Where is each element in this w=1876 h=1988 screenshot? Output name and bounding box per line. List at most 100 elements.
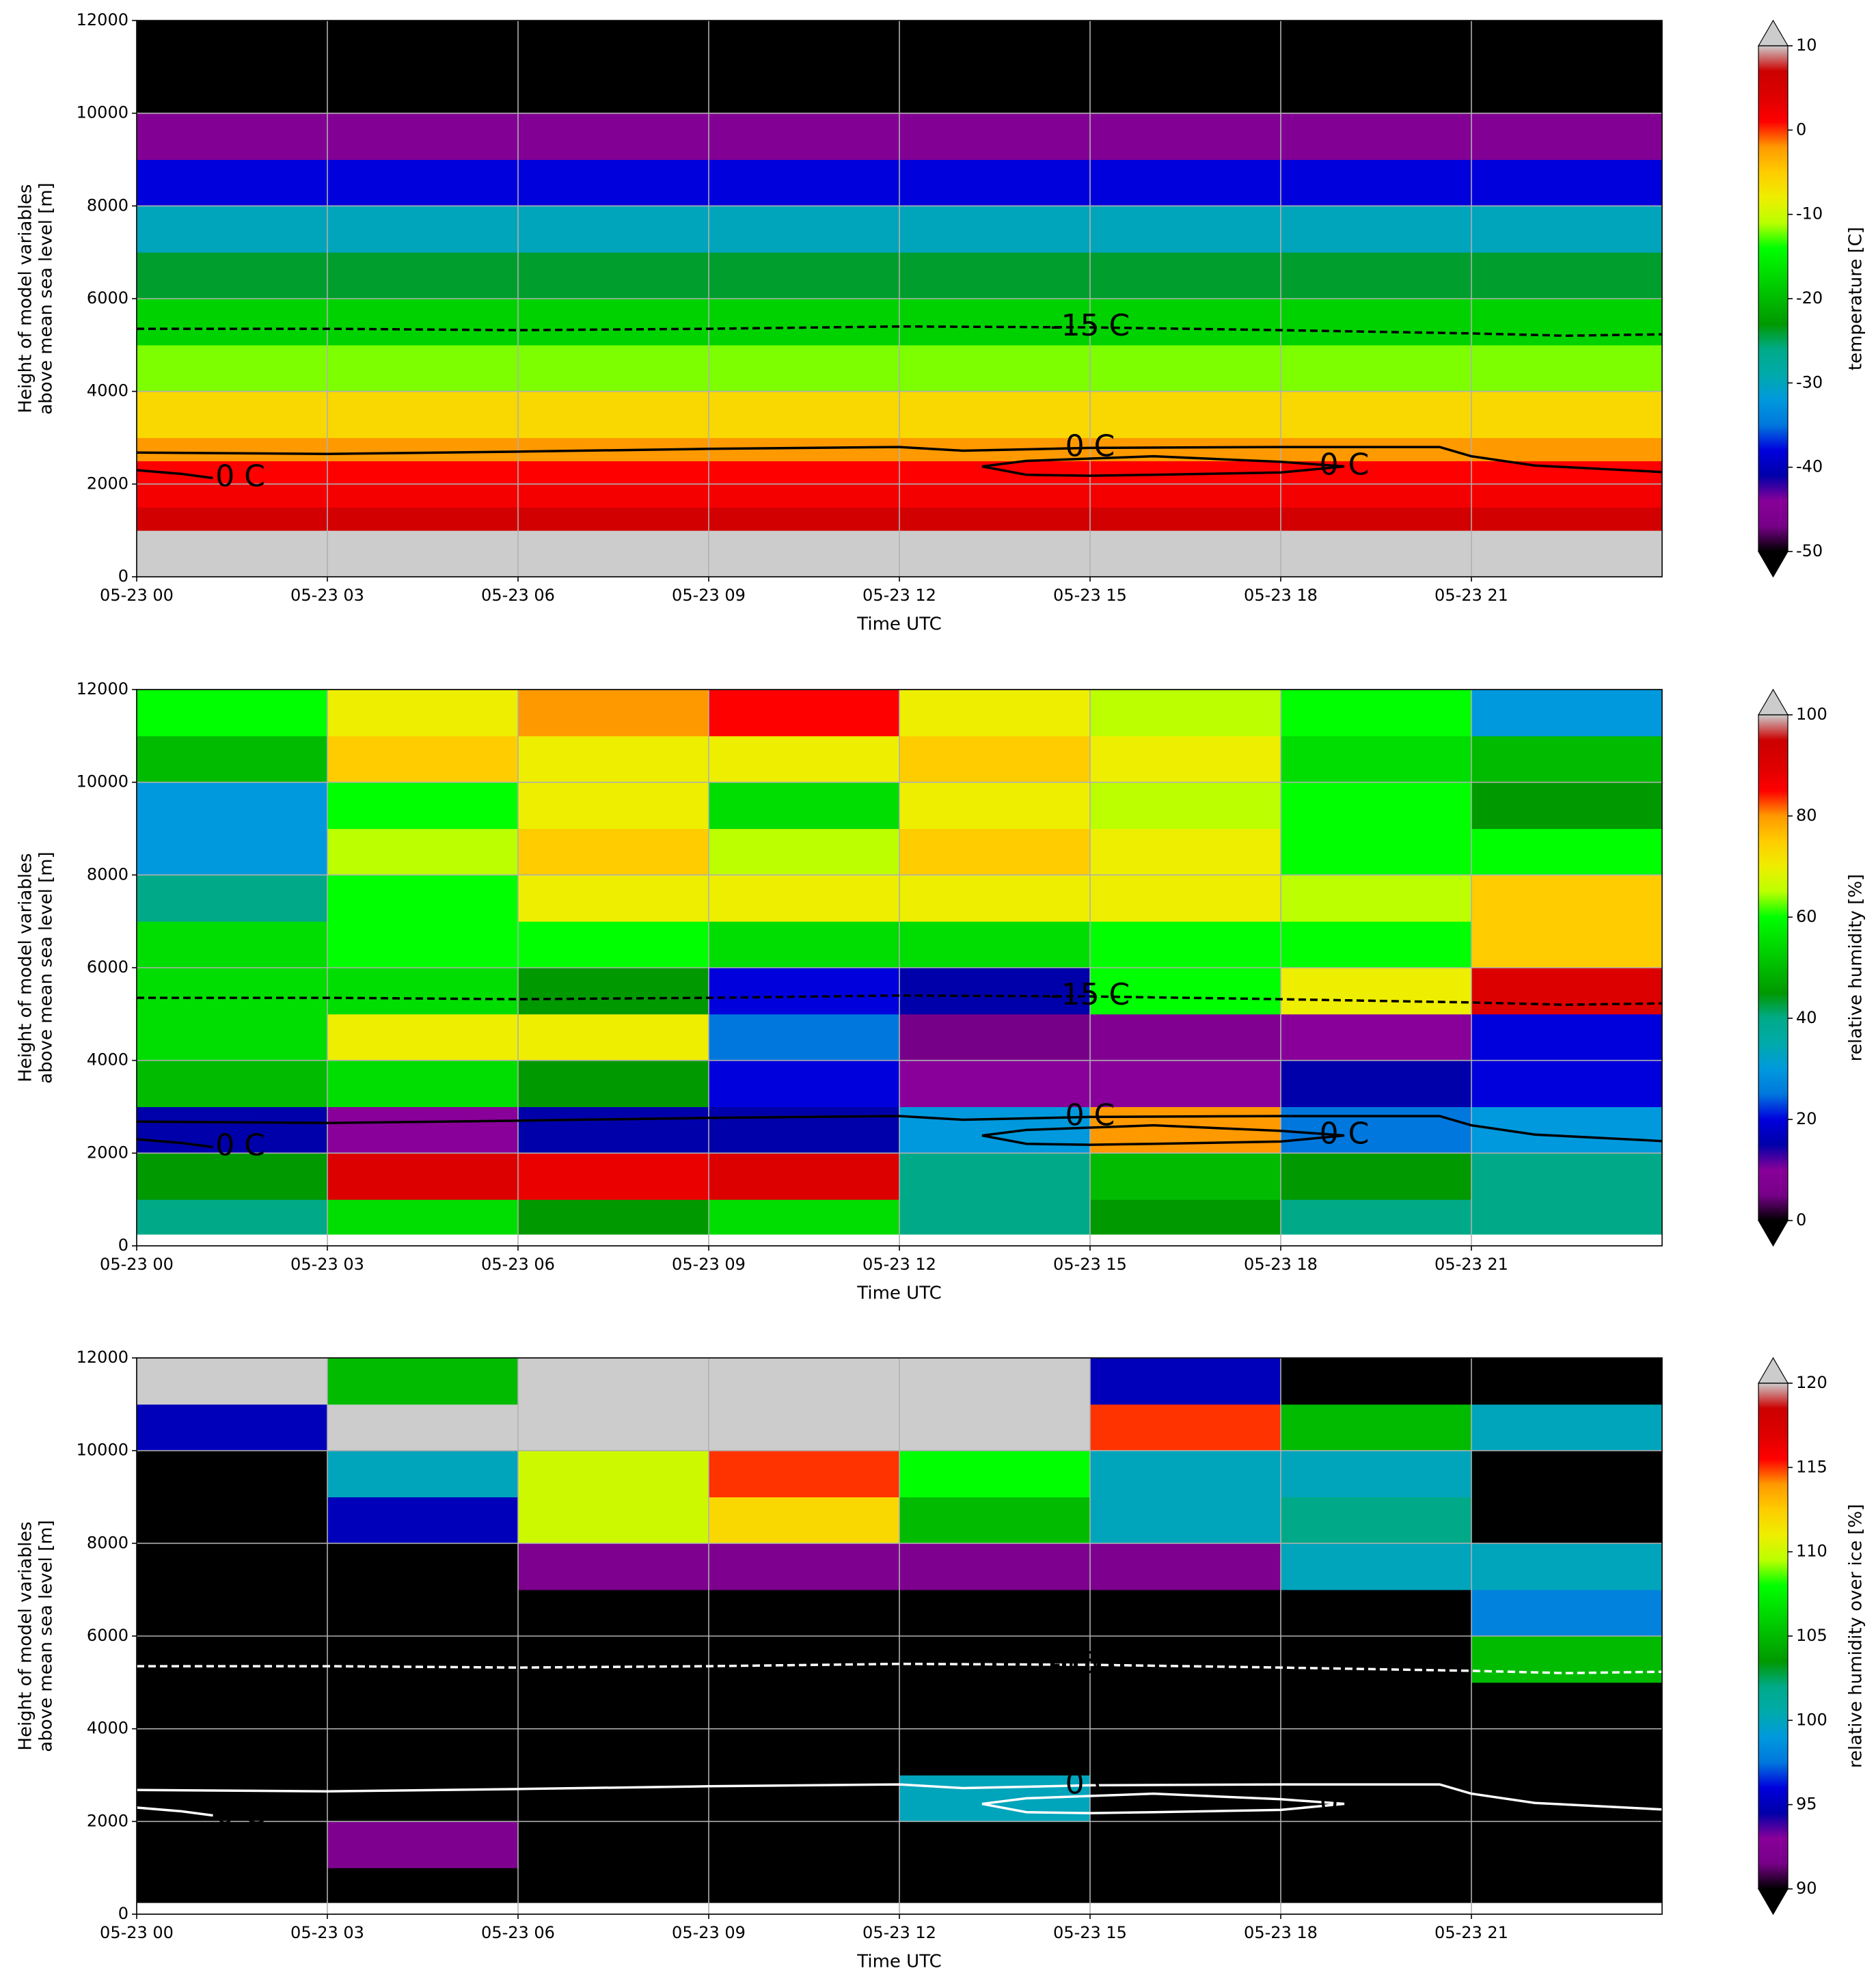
heatmap-cell — [137, 1821, 328, 1868]
heatmap-cell — [709, 921, 900, 968]
y-tick-label: 0 — [118, 1904, 128, 1923]
heatmap-cell — [1471, 1682, 1663, 1730]
heatmap-cell — [1090, 1153, 1281, 1200]
heatmap-cell — [1281, 1013, 1472, 1061]
colorbar-over — [1757, 19, 1789, 46]
heatmap-cell — [899, 1543, 1091, 1590]
heatmap-cell — [137, 875, 328, 922]
heatmap-cell — [137, 1199, 328, 1235]
colorbar — [1758, 46, 1788, 552]
heatmap-cell — [899, 1728, 1091, 1775]
y-tick-label: 10000 — [77, 103, 128, 122]
colorbar-under — [1757, 1888, 1789, 1916]
heatmap-cell — [1281, 875, 1472, 922]
colorbar-over — [1757, 688, 1789, 716]
y-tick-label: 8000 — [87, 195, 128, 215]
heatmap-cell — [1471, 875, 1663, 922]
heatmap-cell — [899, 1404, 1091, 1452]
heatmap-cell — [899, 1450, 1091, 1497]
contour-label: -15 C — [1050, 977, 1130, 1012]
heatmap-cell — [1281, 1821, 1472, 1868]
x-tick-label: 05-23 12 — [862, 1923, 936, 1942]
heatmap-cell — [327, 1682, 519, 1730]
heatmap-cell — [1281, 1543, 1472, 1590]
heatmap-cell — [1471, 1636, 1663, 1683]
heatmap-cell — [327, 1358, 519, 1405]
heatmap-cell — [1281, 1106, 1472, 1154]
heatmap-cell — [137, 828, 328, 875]
contour-label: 0 C — [215, 1128, 265, 1163]
heatmap-cell — [1281, 1636, 1472, 1683]
heatmap-cell — [709, 1497, 900, 1544]
heatmap-cell — [518, 828, 709, 875]
x-tick-label: 05-23 18 — [1244, 1923, 1318, 1942]
heatmap-cell — [1090, 828, 1281, 875]
heatmap-cell — [327, 1450, 519, 1497]
heatmap-cell — [709, 1404, 900, 1452]
heatmap-cell — [137, 782, 328, 829]
colorbar-under — [1757, 1220, 1789, 1247]
heatmap-cell — [709, 1590, 900, 1637]
heatmap-cell — [1281, 828, 1472, 875]
heatmap-cell — [899, 1682, 1091, 1730]
heatmap-cell — [1281, 1404, 1472, 1452]
heatmap-cell — [137, 1060, 328, 1107]
heatmap-cell — [327, 828, 519, 875]
heatmap-cell — [137, 1590, 328, 1637]
y-axis-label: above mean sea level [m] — [36, 1520, 57, 1752]
heatmap-cell — [1281, 1590, 1472, 1637]
x-tick-label: 05-23 00 — [100, 586, 174, 605]
heatmap-cell — [1471, 1543, 1663, 1590]
heatmap-cell — [899, 1199, 1091, 1235]
colorbar-under — [1757, 551, 1789, 578]
colorbar-tick-label: -10 — [1796, 204, 1823, 223]
heatmap-cell — [1090, 968, 1281, 1015]
colorbar-frame — [1758, 714, 1789, 1221]
heatmap-cell — [137, 735, 328, 783]
heatmap-cell — [899, 1636, 1091, 1683]
heatmap-cell — [327, 735, 519, 783]
heatmap-cell — [137, 1358, 328, 1405]
heatmap-cell — [137, 1404, 328, 1452]
x-axis-label: Time UTC — [856, 614, 941, 635]
colorbar-tick-label: 120 — [1796, 1373, 1827, 1392]
heatmap-cell — [518, 1358, 709, 1405]
x-tick-label: 05-23 12 — [862, 1255, 936, 1274]
plot-frame — [136, 689, 1663, 1247]
y-axis-label: Height of model variables — [16, 853, 36, 1082]
heatmap-cell — [709, 1728, 900, 1775]
heatmap-cell — [137, 968, 328, 1015]
contour-line — [981, 454, 1345, 477]
colorbar-label: relative humidity [%] — [1846, 874, 1866, 1061]
colorbar-tick-label: -50 — [1796, 541, 1823, 560]
heatmap-cell — [1090, 1543, 1281, 1590]
heatmap-cell — [518, 1590, 709, 1637]
heatmap-cell — [709, 782, 900, 829]
heatmap-cell — [709, 828, 900, 875]
y-axis-label: Height of model variables — [16, 1521, 36, 1750]
y-axis-label: above mean sea level [m] — [36, 852, 57, 1083]
contour-label: 0 C — [215, 1797, 265, 1832]
heatmap-cell — [709, 735, 900, 783]
y-tick-label: 12000 — [77, 1348, 128, 1367]
y-tick-label: 8000 — [87, 864, 128, 884]
heatmap-cell — [1281, 1728, 1472, 1775]
contour-label: 0 C — [1320, 448, 1370, 482]
heatmap-cell — [1471, 1450, 1663, 1497]
heatmap-cell — [137, 921, 328, 968]
y-tick-label: 2000 — [87, 474, 128, 493]
heatmap-cell — [1090, 1013, 1281, 1061]
heatmap-cell — [1281, 1450, 1472, 1497]
colorbar-tick-label: 105 — [1796, 1626, 1827, 1645]
heatmap-cell — [518, 690, 709, 737]
colorbar-tick-label: 80 — [1796, 806, 1817, 825]
heatmap-cell — [518, 1497, 709, 1544]
plot-frame — [136, 1357, 1663, 1915]
heatmap-cell — [899, 1868, 1091, 1903]
heatmap-cell — [327, 1775, 519, 1822]
heatmap-cell — [1281, 1358, 1472, 1405]
x-tick-label: 05-23 06 — [481, 586, 555, 605]
heatmap-cell — [1090, 690, 1281, 737]
colorbar-tick-label: 10 — [1796, 36, 1817, 55]
